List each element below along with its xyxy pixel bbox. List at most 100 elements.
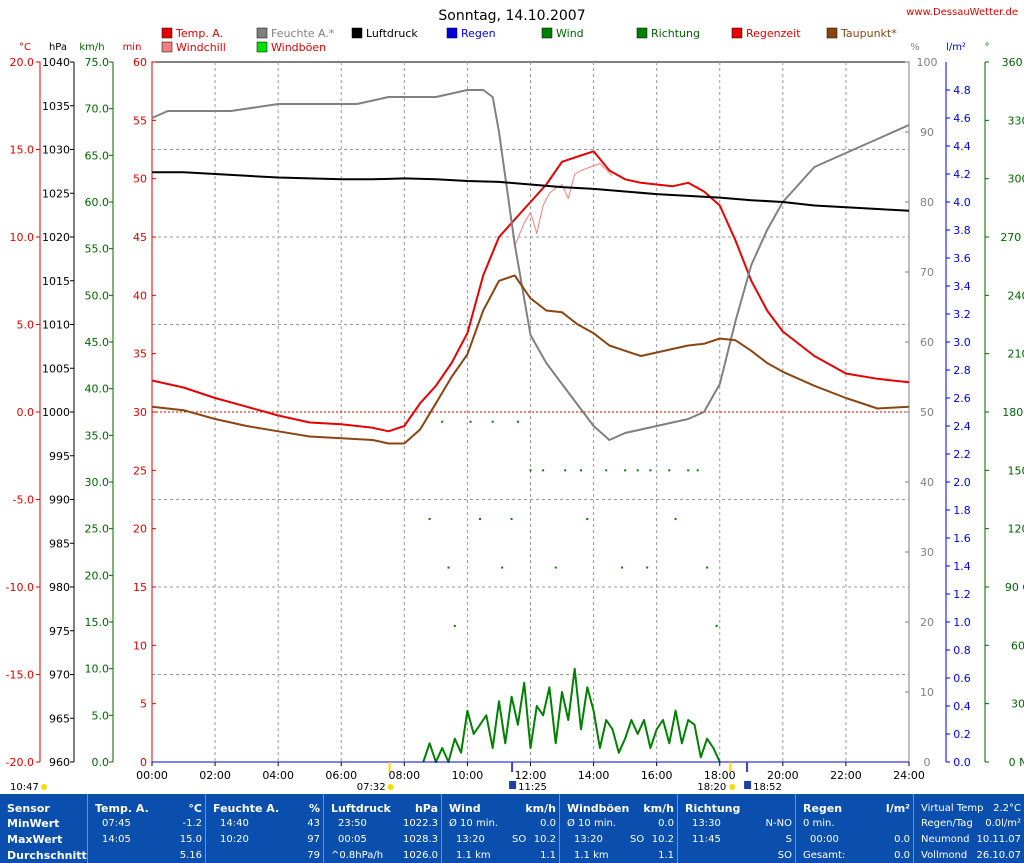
gust-max-dir: SO (630, 834, 645, 845)
direction-point (510, 517, 513, 520)
hum-min-value: 43 (307, 818, 320, 829)
temp-max-value: 15.0 (179, 834, 202, 845)
x-tick-label: 06:00 (325, 769, 357, 782)
chart-series (151, 89, 910, 763)
pressure-axis-tick-label: 970 (49, 669, 70, 682)
pressure-unit: hPa (414, 802, 438, 815)
pressure-axis-tick-label: 1005 (42, 362, 70, 375)
stats-direction: Richtung 13:30 N-NO 11:45 S SO (677, 794, 796, 863)
direction-point (491, 420, 494, 423)
temp-axis-tick-label: -20.0 (6, 756, 34, 769)
temp-max-time: 14:05 (102, 834, 131, 845)
chart-axes: 20.015.010.05.00.0-5.0-10.0-15.0-20.0104… (6, 56, 1024, 782)
wind-max-time: 13:20 (456, 834, 485, 845)
pressure-axis-tick-label: 1030 (42, 144, 70, 157)
min-axis-tick-label: 55 (133, 114, 147, 127)
hum-avg-value: 79 (307, 850, 320, 861)
pressure-axis-tick-label: 1040 (42, 56, 70, 69)
legend-swatch (826, 27, 838, 39)
x-tick-label: 08:00 (388, 769, 420, 782)
pressure-axis-tick-label: 990 (49, 494, 70, 507)
direction-point (706, 566, 709, 569)
statistics-bar: Sensor MinWert MaxWert Durchschnitt Temp… (0, 794, 1024, 863)
pressure-axis-tick-label: 985 (49, 537, 70, 550)
rain-day-value: 0.0l/m² (985, 818, 1021, 829)
direction-point (542, 469, 545, 472)
min-axis-tick-label: 60 (133, 56, 147, 69)
legend-label: Windböen (271, 41, 326, 54)
full-moon-label: Vollmond (921, 850, 968, 861)
wind-avg-value: 0.0 (540, 818, 556, 829)
dir-min-value: N-NO (765, 818, 792, 829)
min-axis-tick-label: 15 (133, 581, 147, 594)
dir-max-time: 11:45 (692, 834, 721, 845)
hum-axis-tick-label: 80 (920, 196, 934, 209)
dir-title: Richtung (685, 802, 741, 815)
legend-swatch (256, 41, 268, 53)
rain-axis-tick-label: 3.4 (953, 280, 971, 293)
time-marks: 10:47 07:32 11:25 18:20 18:52 (10, 762, 782, 793)
direction-point (586, 517, 589, 520)
moonrise-label: 11:25 (518, 782, 547, 793)
wind-axis-tick-label: 0.0 (92, 756, 110, 769)
x-tick-label: 14:00 (578, 769, 610, 782)
wind-max-value: 10.2 (533, 834, 556, 845)
website-label[interactable]: www.DessauWetter.de (906, 7, 1018, 18)
dir-min-time: 13:30 (692, 818, 721, 829)
rain-max-value: 0.0 (894, 834, 910, 845)
pressure-axis-tick-label: 1010 (42, 319, 70, 332)
min-axis-tick-label: 0 (140, 756, 147, 769)
stats-gust: Windböen km/h Ø 10 min. 0.0 13:20 SO 10.… (559, 794, 678, 863)
x-tick-label: 12:00 (515, 769, 547, 782)
min-axis-tick-label: 10 (133, 639, 147, 652)
moon-rise-icon (509, 781, 517, 789)
dir-axis-tick-label: 30 (1011, 698, 1024, 711)
hum-max-value: 97 (307, 834, 320, 845)
rain-axis-tick-label: 1.8 (953, 504, 971, 517)
direction-point (715, 624, 718, 627)
direction-point (564, 469, 567, 472)
temp-axis-tick-label: 5.0 (17, 319, 35, 332)
hum-axis-tick-label: 70 (920, 266, 934, 279)
stats-misc: Virtual Temp 2.2°C Regen/Tag 0.0l/m² Neu… (913, 794, 1024, 863)
x-tick-label: 02:00 (199, 769, 231, 782)
direction-point (668, 469, 671, 472)
direction-point (516, 420, 519, 423)
sensor-row-avg: Durchschnitt (7, 849, 87, 862)
gust-title: Windböen (567, 802, 630, 815)
stats-humidity: Feuchte A. % 14:40 43 10:20 97 79 (205, 794, 324, 863)
hum-axis-tick-label: 100 (917, 56, 938, 69)
legend-label: Regen (461, 27, 496, 40)
unit-wind: km/h (79, 42, 104, 53)
dir-axis-tick-label: 210 (1008, 348, 1024, 361)
temp-title: Temp. A. (95, 802, 149, 815)
pressure-axis-tick-label: 1035 (42, 100, 70, 113)
hum-axis-tick-label: 40 (920, 476, 934, 489)
wind-axis-tick-label: 10.0 (85, 663, 110, 676)
hum-axis-tick-label: 20 (920, 616, 934, 629)
temp-min-time: 07:45 (102, 818, 131, 829)
hum-axis-tick-label: 60 (920, 336, 934, 349)
legend-label: Luftdruck (366, 27, 418, 40)
legend-swatch (256, 27, 268, 39)
direction-point (501, 566, 504, 569)
rain-title: Regen (803, 802, 843, 815)
min-axis-tick-label: 45 (133, 231, 147, 244)
axis-units: °C hPa km/h min% l/m² ° (19, 42, 989, 53)
wind-axis-tick-label: 75.0 (85, 56, 110, 69)
hum-axis-tick-label: 0 (924, 756, 931, 769)
rain-axis-tick-label: 4.4 (953, 140, 971, 153)
hum-min-time: 14:40 (220, 818, 249, 829)
sunrise-label: 07:32 (357, 782, 386, 793)
legend-label: Regenzeit (746, 27, 801, 40)
rain-axis-tick-label: 2.0 (953, 476, 971, 489)
wind-axis-tick-label: 40.0 (85, 383, 110, 396)
x-tick-label: 20:00 (767, 769, 799, 782)
wind-axis-tick-label: 35.0 (85, 429, 110, 442)
rain-axis-tick-label: 1.4 (953, 560, 971, 573)
pressure-min-time: 23:50 (338, 818, 367, 829)
stats-pressure: Luftdruck hPa 23:50 1022.3 00:05 1028.3 … (323, 794, 442, 863)
wind-avg-day: 1.1 (540, 850, 556, 861)
temp-avg-value: 5.16 (179, 850, 202, 861)
stats-rain: Regen l/m² 0 min. 00:00 0.0 Gesamt: 0.0 (795, 794, 914, 863)
